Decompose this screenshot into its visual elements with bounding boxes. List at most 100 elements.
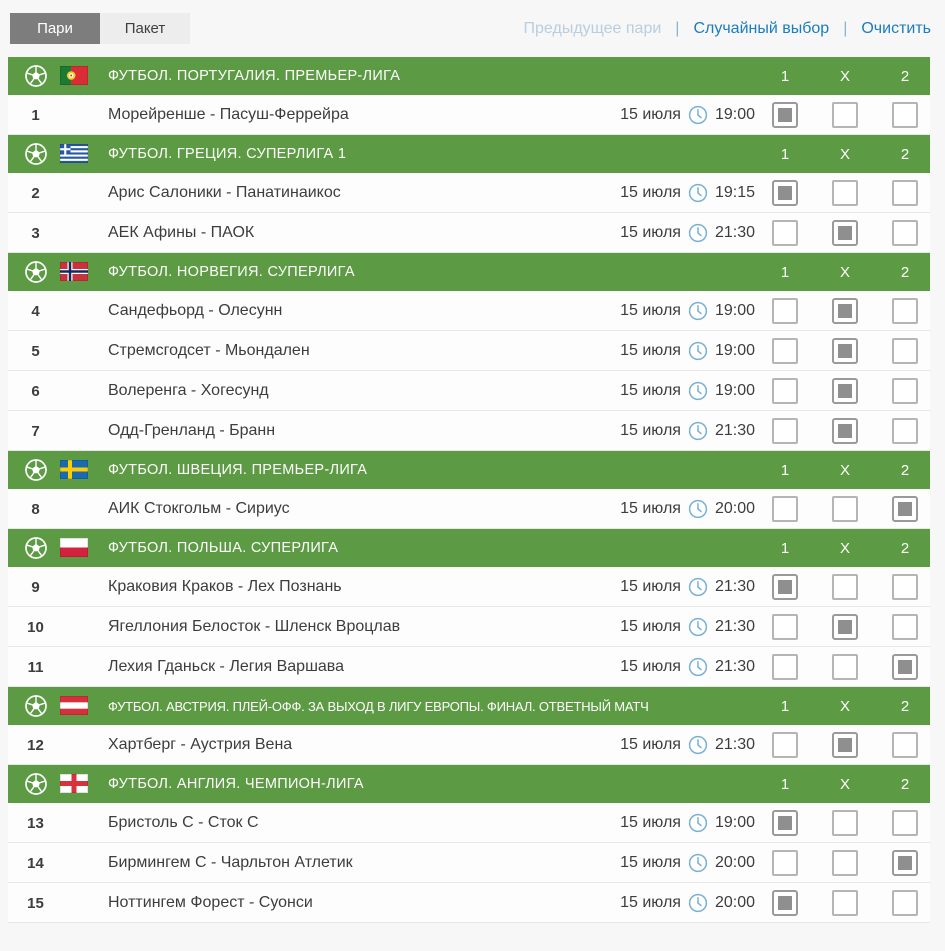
pick-checkbox-2[interactable] [892,732,918,758]
pick-checkbox-x[interactable] [832,496,858,522]
match-datetime: 15 июля 19:00 [620,95,755,135]
pick-checkbox-1[interactable] [772,378,798,404]
pick-checkbox-2[interactable] [892,810,918,836]
toolbar-links: Предыдущее пари | Случайный выбор | Очис… [524,20,931,38]
clock-icon [688,341,708,361]
match-number: 8 [31,500,40,518]
pick-checkbox-2[interactable] [892,298,918,324]
pick-checkbox-2[interactable] [892,378,918,404]
pick-checkbox-x[interactable] [832,378,858,404]
pick-checkbox-1[interactable] [772,418,798,444]
match-datetime: 15 июля 19:00 [620,331,755,371]
match-name: Хартберг - Аустрия Вена [108,736,293,753]
match-number: 7 [31,422,40,440]
pick-checkbox-x[interactable] [832,418,858,444]
pick-checkbox-fill [838,738,852,752]
match-date: 15 июля [620,302,681,319]
match-date: 15 июля [620,894,681,911]
pick-checkbox-1[interactable] [772,496,798,522]
match-time: 19:00 [714,106,755,123]
pick-checkbox-fill [778,186,792,200]
pick-checkbox-x[interactable] [832,298,858,324]
column-label-x: X [839,775,850,793]
pick-checkbox-2[interactable] [892,654,918,680]
column-label-x: X [839,461,850,479]
match-number: 2 [31,184,40,202]
pick-checkbox-x[interactable] [832,180,858,206]
match-date: 15 июля [620,736,681,753]
match-row: 5 Стремсгодсет - Мьондален 15 июля 19:00 [8,331,930,371]
clear-link[interactable]: Очистить [861,19,931,37]
pick-checkbox-x[interactable] [832,810,858,836]
pick-checkbox-1[interactable] [772,102,798,128]
tab-pari[interactable]: Пари [10,13,100,44]
pick-checkbox-1[interactable] [772,890,798,916]
pick-checkbox-x[interactable] [832,102,858,128]
match-time: 20:00 [714,894,755,911]
pick-checkbox-x[interactable] [832,890,858,916]
clock-icon [688,735,708,755]
pick-checkbox-2[interactable] [892,614,918,640]
pick-checkbox-fill [898,660,912,674]
match-time: 21:30 [714,658,755,675]
pick-checkbox-x[interactable] [832,732,858,758]
clock-icon [688,381,708,401]
league-title: ФУТБОЛ. НОРВЕГИЯ. СУПЕРЛИГА [108,264,355,280]
column-label-x: X [839,697,850,715]
pick-checkbox-x[interactable] [832,654,858,680]
column-label-2: 2 [900,145,910,163]
pick-checkbox-2[interactable] [892,418,918,444]
pick-checkbox-fill [838,424,852,438]
pick-checkbox-x[interactable] [832,338,858,364]
pick-checkbox-1[interactable] [772,298,798,324]
league-header: ФУТБОЛ. ПОЛЬША. СУПЕРЛИГА 1 X 2 [8,529,930,567]
pick-checkbox-1[interactable] [772,614,798,640]
match-time: 19:00 [714,814,755,831]
match-date: 15 июля [620,422,681,439]
match-number: 9 [31,578,40,596]
tab-paket[interactable]: Пакет [100,13,190,44]
pick-checkbox-x[interactable] [832,574,858,600]
pick-checkbox-1[interactable] [772,732,798,758]
pick-checkbox-fill [838,620,852,634]
football-icon [25,537,47,559]
pick-checkbox-1[interactable] [772,338,798,364]
match-row: 6 Волеренга - Хогесунд 15 июля 19:00 [8,371,930,411]
pick-checkbox-2[interactable] [892,220,918,246]
match-name: Краковия Краков - Лех Познань [108,578,342,595]
pick-checkbox-x[interactable] [832,850,858,876]
pick-checkbox-x[interactable] [832,220,858,246]
pick-checkbox-2[interactable] [892,180,918,206]
clock-icon [688,183,708,203]
pick-checkbox-fill [838,304,852,318]
match-row: 9 Краковия Краков - Лех Познань 15 июля 21:… [8,567,930,607]
match-number: 10 [27,618,44,636]
match-datetime: 15 июля 19:15 [620,173,755,213]
pick-checkbox-fill [778,580,792,594]
pick-checkbox-1[interactable] [772,850,798,876]
match-row: 4 Сандефьорд - Олесунн 15 июля 19:00 [8,291,930,331]
pick-checkbox-1[interactable] [772,810,798,836]
pick-checkbox-x[interactable] [832,614,858,640]
pick-checkbox-2[interactable] [892,574,918,600]
pick-checkbox-1[interactable] [772,654,798,680]
pick-checkbox-2[interactable] [892,850,918,876]
clock-icon [688,577,708,597]
match-time: 21:30 [714,422,755,439]
match-number: 14 [27,854,44,872]
pick-checkbox-fill [778,108,792,122]
pick-checkbox-fill [898,502,912,516]
football-icon [25,143,47,165]
pick-checkbox-2[interactable] [892,890,918,916]
pick-checkbox-1[interactable] [772,180,798,206]
pick-checkbox-2[interactable] [892,102,918,128]
league-title: ФУТБОЛ. ГРЕЦИЯ. СУПЕРЛИГА 1 [108,146,347,162]
pick-checkbox-fill [778,896,792,910]
pick-checkbox-1[interactable] [772,220,798,246]
previous-bet-link[interactable]: Предыдущее пари [523,19,662,37]
pick-checkbox-1[interactable] [772,574,798,600]
match-row: 3 АЕК Афины - ПАОК 15 июля 21:30 [8,213,930,253]
pick-checkbox-2[interactable] [892,496,918,522]
random-pick-link[interactable]: Случайный выбор [693,19,830,37]
pick-checkbox-2[interactable] [892,338,918,364]
